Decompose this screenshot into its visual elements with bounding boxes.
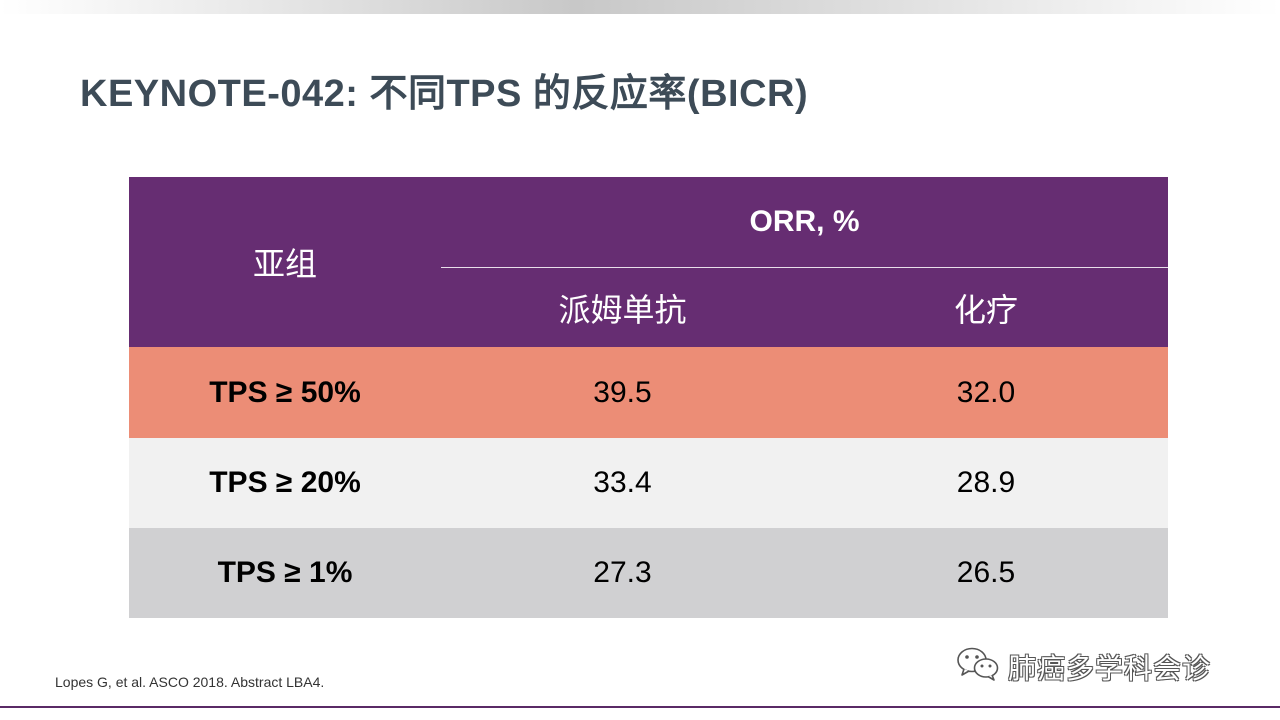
row-label: TPS ≥ 1% xyxy=(217,556,353,589)
pembrolizumab-value: 39.5 xyxy=(593,375,652,409)
chemotherapy-value: 28.9 xyxy=(956,466,1016,499)
top-gradient-bar xyxy=(0,0,1280,14)
table-row: TPS ≥ 1% 27.3 26.5 xyxy=(129,528,1168,618)
header-divider xyxy=(441,267,1168,268)
watermark-text: 肺癌多学科会诊 xyxy=(1008,652,1212,684)
bottom-accent-line xyxy=(0,706,1280,708)
chemotherapy-value: 32.0 xyxy=(956,375,1016,409)
watermark: 肺癌多学科会诊 xyxy=(956,646,1211,687)
header-subgroup: 亚组 xyxy=(252,246,317,282)
citation-reference: Lopes G, et al. ASCO 2018. Abstract LBA4… xyxy=(55,674,325,690)
table-row: TPS ≥ 50% 39.5 32.0 xyxy=(129,347,1168,438)
row-label: TPS ≥ 50% xyxy=(209,375,361,409)
pembrolizumab-value: 27.3 xyxy=(593,556,652,589)
table-header: 亚组 ORR, % 派姆单抗 化疗 xyxy=(129,177,1168,347)
header-orr: ORR, % xyxy=(749,205,860,238)
chemotherapy-value: 26.5 xyxy=(956,556,1016,589)
pembrolizumab-value: 33.4 xyxy=(593,466,652,499)
header-chemotherapy: 化疗 xyxy=(953,291,1018,328)
row-label: TPS ≥ 20% xyxy=(209,466,361,499)
table-row: TPS ≥ 20% 33.4 28.9 xyxy=(129,438,1168,528)
header-pembrolizumab: 派姆单抗 xyxy=(558,291,687,328)
orr-table: 亚组 ORR, % 派姆单抗 化疗 TPS ≥ 50% 39.5 32.0 TP… xyxy=(129,177,1168,618)
slide-title: KEYNOTE-042: 不同TPS 的反应率(BICR) xyxy=(80,73,809,115)
wechat-icon xyxy=(956,646,1000,687)
